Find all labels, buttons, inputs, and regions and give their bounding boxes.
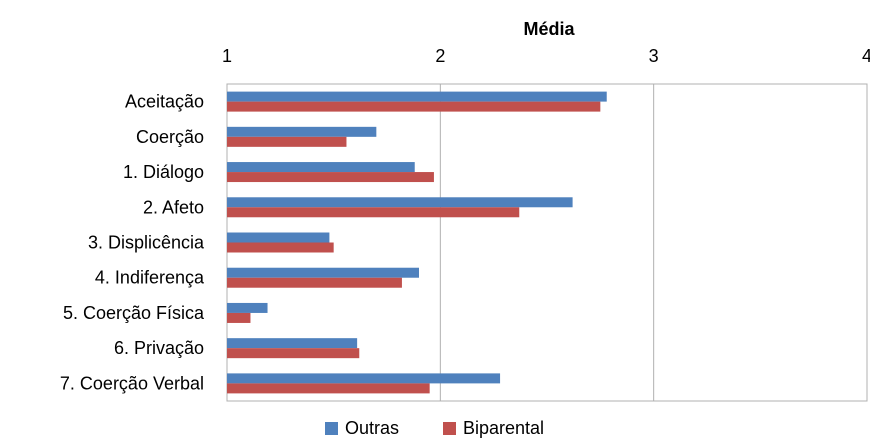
category-label: 3. Displicência [88,233,205,253]
bar-outras-2 [227,162,415,173]
bar-biparental-1 [227,136,347,147]
category-label: 2. Afeto [143,197,204,217]
bar-outras-4 [227,232,330,243]
bar-biparental-5 [227,277,402,288]
bar-outras-8 [227,373,501,384]
x-tick-label: 3 [649,46,659,66]
x-tick-label: 4 [862,46,870,66]
bars [227,91,607,394]
bar-biparental-3 [227,207,520,218]
category-label: Coerção [136,127,204,147]
bar-biparental-8 [227,383,430,394]
bar-biparental-4 [227,242,334,253]
bar-biparental-0 [227,101,601,112]
bar-biparental-7 [227,348,360,359]
category-label: 1. Diálogo [123,162,204,182]
category-label: 7. Coerção Verbal [60,373,204,393]
bar-outras-6 [227,302,268,313]
legend: Outras Biparental [325,418,544,438]
bar-outras-0 [227,91,607,102]
legend-label-outras: Outras [345,418,399,438]
x-axis-title: Média [523,19,575,39]
category-label: 6. Privação [114,338,204,358]
x-tick-label: 1 [222,46,232,66]
category-label: 4. Indiferença [95,268,205,288]
bar-biparental-2 [227,172,434,183]
x-tick-label: 2 [435,46,445,66]
gridlines [439,84,655,401]
category-labels: Aceitação Coerção 1. Diálogo 2. Afeto 3. Dis… [60,92,205,394]
bar-outras-5 [227,267,419,278]
bar-outras-1 [227,126,377,137]
bar-biparental-6 [227,312,251,323]
x-tick-labels: 1 2 3 4 [222,46,870,66]
legend-swatch-biparental [443,422,456,435]
category-label: 5. Coerção Física [63,303,205,323]
bar-outras-7 [227,338,358,349]
category-label: Aceitação [125,92,204,112]
bar-outras-3 [227,197,573,208]
legend-label-biparental: Biparental [463,418,544,438]
legend-swatch-outras [325,422,338,435]
